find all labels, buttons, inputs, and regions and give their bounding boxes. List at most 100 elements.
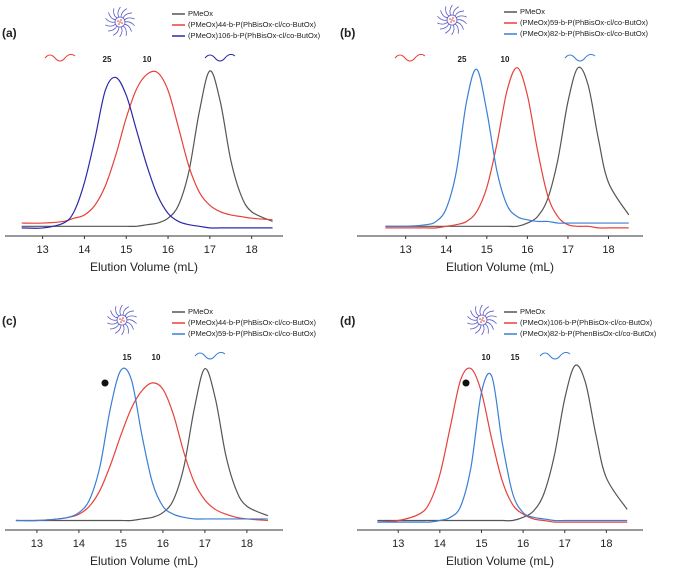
chain-icon xyxy=(539,351,571,360)
micelle-dot xyxy=(452,17,454,19)
micelle-arm xyxy=(456,15,467,19)
micelle-arm xyxy=(124,17,135,21)
legend-label: (PMeOx)106-b-P(PhBisOx-cl/co-ButOx) xyxy=(188,31,321,40)
x-axis-label: Elution Volume (mL) xyxy=(446,260,554,274)
micelle-arm xyxy=(456,19,467,24)
x-tick-label: 14 xyxy=(78,244,90,256)
legend-label: PMeOx xyxy=(520,307,545,316)
series-line xyxy=(21,76,273,229)
series-line xyxy=(385,66,630,228)
peak-annotation: 25 xyxy=(458,55,467,64)
x-tick-label: 15 xyxy=(115,538,127,550)
micelle-arm xyxy=(486,319,497,324)
legend-label: (PMeOx)44-b-P(PhBisOx-cl/co-ButOx) xyxy=(188,318,316,327)
micelle-arm xyxy=(108,25,118,32)
micelle-arm xyxy=(449,4,453,16)
micelle-arm xyxy=(122,12,132,19)
micelle-arm xyxy=(454,10,464,17)
micelle-dot xyxy=(120,19,122,21)
peak-annotation: 15 xyxy=(123,353,132,362)
micelle-arm xyxy=(122,25,127,36)
chart-panel: (c) 13 14 15 16 17 18 Elution Volume (mL) PMeOx (… xyxy=(2,304,316,568)
panel-label: (b) xyxy=(340,26,355,40)
micelle-dot xyxy=(119,21,121,23)
micelle-dot xyxy=(479,318,481,320)
x-tick-label: 16 xyxy=(162,244,174,256)
panel-label: (d) xyxy=(340,314,355,328)
micelle-dot xyxy=(121,22,123,24)
micelle-arm xyxy=(437,21,448,25)
x-tick-label: 15 xyxy=(120,244,132,256)
micelle-dot xyxy=(480,321,482,323)
x-tick-label: 16 xyxy=(157,538,169,550)
micelle-dot xyxy=(449,18,451,20)
micelle-arm xyxy=(484,323,489,334)
micelle-arm xyxy=(113,8,118,19)
chain-icon xyxy=(564,53,596,62)
micelle-arm xyxy=(452,6,460,16)
micelle-arm xyxy=(445,6,450,17)
x-tick-label: 14 xyxy=(434,538,446,550)
micelle-dot xyxy=(118,23,120,25)
x-tick-label: 16 xyxy=(521,244,533,256)
legend-label: PMeOx xyxy=(520,7,545,16)
micelle-arm xyxy=(467,321,478,325)
x-tick-label: 17 xyxy=(204,244,216,256)
chain-icon xyxy=(394,53,426,62)
micelle-arm xyxy=(117,6,121,18)
chain-icon xyxy=(204,53,236,62)
x-tick-label: 16 xyxy=(517,538,529,550)
micelle-arm xyxy=(115,306,120,317)
micelle-dot xyxy=(122,317,124,319)
micelle-arm xyxy=(110,323,120,330)
x-axis-label: Elution Volume (mL) xyxy=(90,554,198,568)
micelle-arm xyxy=(108,12,116,21)
series-line xyxy=(385,67,629,229)
x-tick-label: 18 xyxy=(602,244,614,256)
micelle-arm xyxy=(467,316,478,321)
x-tick-label: 13 xyxy=(392,538,404,550)
series-line xyxy=(15,382,268,522)
micelle-dot xyxy=(482,317,484,319)
panel-label: (c) xyxy=(2,314,17,328)
chart-panel: (d) 13 14 15 16 17 18 Elution Volume (mL) PMeOx (… xyxy=(340,304,657,568)
peak-annotation: 15 xyxy=(511,353,520,362)
micelle-arm xyxy=(120,8,128,18)
micelle-arm xyxy=(456,21,464,30)
micelle-arm xyxy=(124,323,129,334)
x-tick-label: 18 xyxy=(241,538,253,550)
micelle-dot xyxy=(120,321,122,323)
micelle-arm xyxy=(126,319,137,324)
chart-panel: (a) 13 14 15 16 17 18 Elution Volume (mL) PMeOx (… xyxy=(2,6,321,274)
micelle-arm xyxy=(470,323,480,330)
series-line xyxy=(15,368,269,522)
micelle-arm xyxy=(124,23,132,32)
peak-annotation: 10 xyxy=(501,55,510,64)
micelle-arm xyxy=(454,23,459,34)
chart-panel: (b) 13 14 15 16 17 18 Elution Volume (mL) PMeOx (… xyxy=(340,4,648,274)
peak-annotation: 10 xyxy=(143,55,152,64)
legend-label: (PMeOx)82-b-P(PhenBisOx-cl/co-ButOx) xyxy=(520,329,657,338)
micelle-arm xyxy=(482,306,490,316)
micelle-arm xyxy=(114,324,122,334)
micelle-arm xyxy=(481,324,485,336)
chain-icon xyxy=(194,351,226,360)
micelle-dot xyxy=(453,20,455,22)
legend-label: (PMeOx)44-b-P(PhBisOx-cl/co-ButOx) xyxy=(188,20,316,29)
x-tick-label: 13 xyxy=(36,244,48,256)
micelle-arm xyxy=(126,321,134,330)
x-tick-label: 15 xyxy=(481,244,493,256)
micelle-arm xyxy=(484,310,494,317)
x-tick-label: 14 xyxy=(73,538,85,550)
micelle-dot xyxy=(119,318,121,320)
x-tick-label: 17 xyxy=(559,538,571,550)
micelle-arm xyxy=(107,321,118,325)
x-tick-label: 13 xyxy=(400,244,412,256)
micelle-arm xyxy=(444,24,452,34)
peak-annotation: 10 xyxy=(152,353,161,362)
micelle-arm xyxy=(440,10,448,19)
x-tick-label: 17 xyxy=(562,244,574,256)
x-tick-label: 18 xyxy=(246,244,258,256)
micelle-arm xyxy=(107,316,118,321)
